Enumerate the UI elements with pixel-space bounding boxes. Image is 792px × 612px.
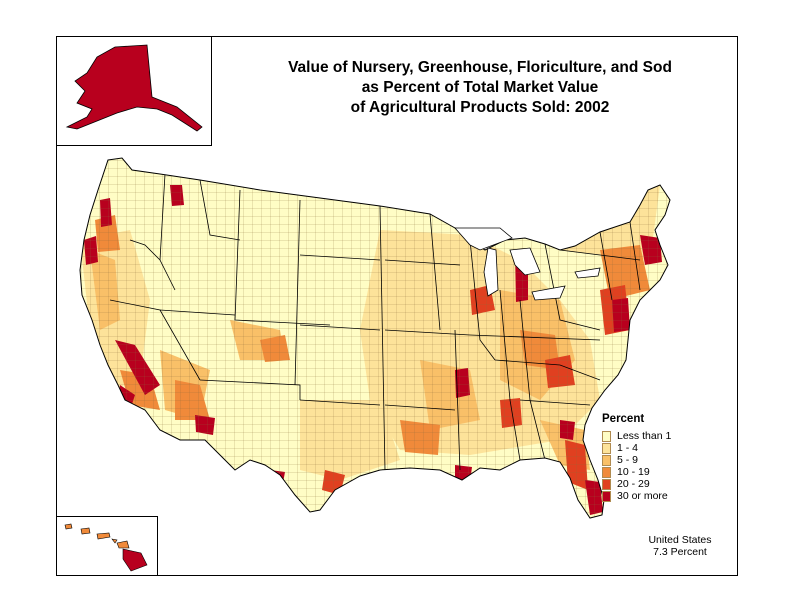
great-lakes [454, 227, 601, 301]
legend-label: Less than 1 [617, 430, 672, 442]
state-boundaries [109, 173, 641, 471]
legend-swatch [602, 466, 611, 478]
title-line-1: Value of Nursery, Greenhouse, Floricultu… [288, 59, 672, 76]
legend-label: 30 or more [617, 490, 668, 502]
map-title: Value of Nursery, Greenhouse, Floricultu… [250, 58, 710, 118]
legend-item: 1 - 4 [602, 442, 671, 454]
legend-swatch [602, 490, 611, 502]
legend-label: 1 - 4 [617, 442, 639, 454]
legend-swatch [602, 442, 611, 454]
legend-label: 5 - 9 [617, 454, 639, 466]
legend-swatch [602, 454, 611, 466]
us-summary: United States 7.3 Percent [640, 534, 720, 558]
legend-title: Percent [602, 413, 645, 425]
legend-item: Less than 1 [602, 430, 671, 442]
title-line-3: of Agricultural Products Sold: 2002 [350, 99, 610, 116]
alaska-map [65, 44, 203, 132]
legend-item: 10 - 19 [602, 466, 671, 478]
hawaii-inset [56, 516, 158, 576]
legend-swatch [602, 478, 611, 490]
summary-line-2: 7.3 Percent [653, 546, 707, 558]
map-frame [56, 36, 738, 576]
legend-item: 5 - 9 [602, 454, 671, 466]
legend-item: 30 or more [602, 490, 671, 502]
legend-label: 20 - 29 [617, 478, 650, 490]
summary-line-1: United States [648, 534, 712, 546]
legend: Percent Less than 1 1 - 4 5 - 9 10 - 19 … [602, 413, 671, 502]
legend-swatch [602, 430, 611, 442]
legend-item: 20 - 29 [602, 478, 671, 490]
title-line-2: as Percent of Total Market Value [361, 79, 599, 96]
hawaii-map [64, 523, 148, 572]
legend-label: 10 - 19 [617, 466, 650, 478]
alaska-inset [56, 36, 212, 146]
